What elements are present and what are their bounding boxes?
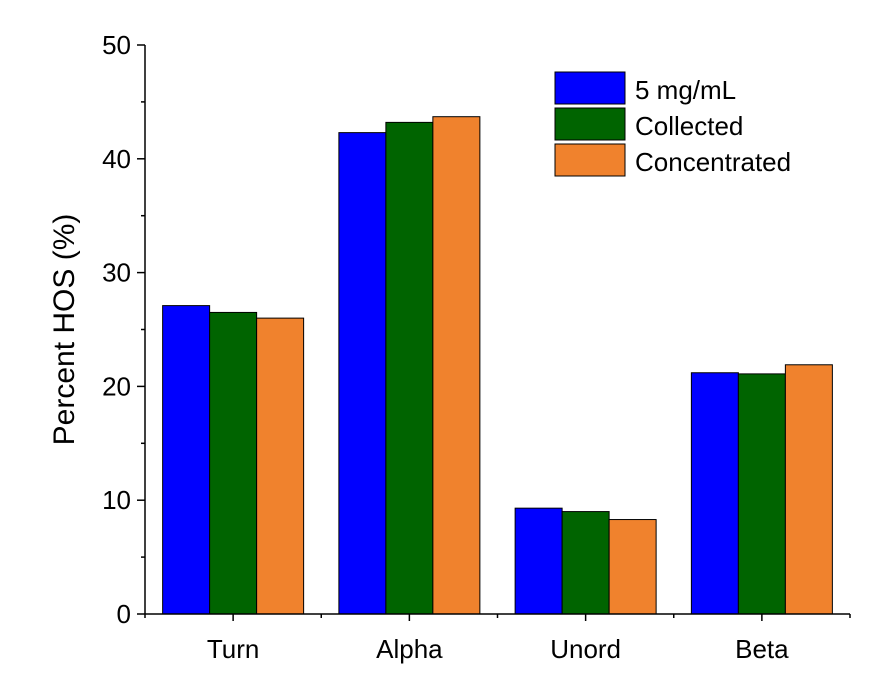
x-tick-label: Turn bbox=[207, 634, 260, 664]
bar-turn-2 bbox=[209, 311, 258, 615]
y-tick-label: 0 bbox=[117, 599, 131, 629]
y-tick-label: 30 bbox=[102, 258, 131, 288]
bar-turn-1 bbox=[162, 305, 211, 615]
x-tick-label: Unord bbox=[550, 634, 621, 664]
bar-unord-2 bbox=[561, 511, 610, 615]
x-tick-label: Beta bbox=[735, 634, 789, 664]
bar-alpha-1 bbox=[338, 132, 387, 615]
y-tick-label: 20 bbox=[102, 371, 131, 401]
x-tick-label: Alpha bbox=[376, 634, 443, 664]
bar-turn-3 bbox=[256, 317, 305, 615]
y-tick-label: 10 bbox=[102, 485, 131, 515]
y-tick-label: 40 bbox=[102, 144, 131, 174]
legend-label-3: Concentrated bbox=[635, 147, 791, 177]
legend-swatch-3 bbox=[554, 143, 626, 177]
y-axis-title: Percent HOS (%) bbox=[48, 214, 81, 446]
legend-swatch-1 bbox=[554, 71, 626, 105]
bar-beta-2 bbox=[737, 373, 786, 615]
bar-alpha-2 bbox=[385, 121, 434, 615]
bar-beta-3 bbox=[784, 364, 833, 615]
bar-unord-3 bbox=[608, 519, 657, 615]
legend-label-2: Collected bbox=[635, 111, 743, 141]
legend-swatch-2 bbox=[554, 107, 626, 141]
bar-unord-1 bbox=[514, 507, 563, 615]
y-tick-label: 50 bbox=[102, 30, 131, 60]
bar-beta-1 bbox=[690, 372, 739, 615]
legend-label-1: 5 mg/mL bbox=[635, 75, 736, 105]
bar-alpha-3 bbox=[432, 116, 481, 615]
